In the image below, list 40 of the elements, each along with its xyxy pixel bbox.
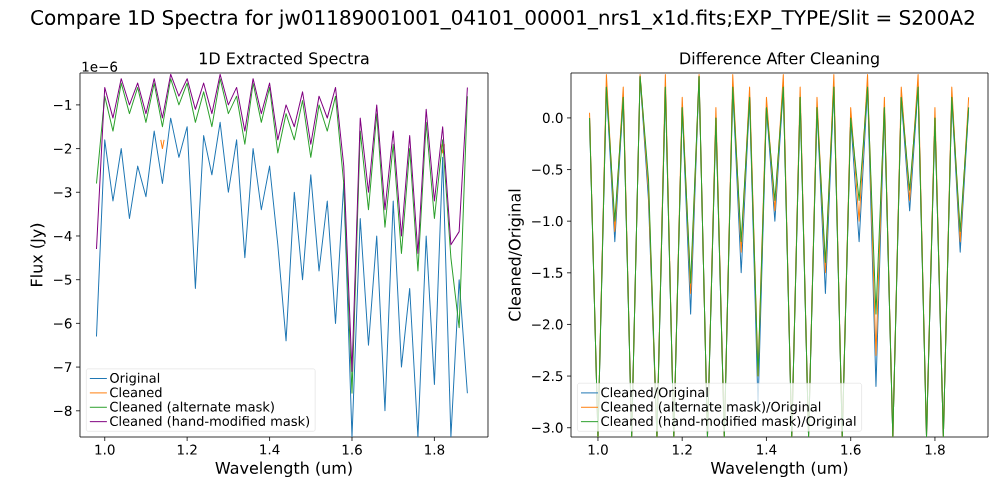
y-tick-label: −2.5 [532, 370, 563, 382]
y-axis-title: Flux (Jy) [30, 223, 46, 286]
y-tick-label: −0.5 [532, 164, 563, 175]
y-tick-label: 0.0 [542, 112, 563, 124]
x-tick-label: 1.2 [672, 444, 692, 455]
legend-label: Cleaned (hand-modified mask)/Original [601, 415, 856, 429]
x-tick-label: 1.4 [757, 444, 777, 455]
y-tick-label: −2.0 [532, 319, 563, 330]
y-tick-label: −3 [53, 187, 72, 198]
y-tick-label: −5 [53, 274, 72, 285]
y-tick-label: −8 [53, 405, 72, 416]
x-axis-title: Wavelength (um) [215, 461, 352, 478]
x-tick-label: 1.6 [342, 444, 362, 455]
legend-label: Cleaned [110, 387, 162, 398]
x-axis-title: Wavelength (um) [710, 461, 848, 478]
y-tick-label: −6 [53, 318, 72, 329]
x-tick-label: 1.6 [841, 444, 861, 455]
x-tick-label: 1.0 [95, 444, 115, 455]
legend-label: Original [110, 372, 160, 386]
y-tick-label: −1.5 [532, 267, 563, 278]
y-tick-label: −3.0 [532, 422, 563, 433]
x-tick-label: 1.8 [425, 444, 445, 455]
chart-title: 1D Extracted Spectra [199, 51, 369, 68]
y-tick-label: −7 [53, 362, 72, 372]
text: Compare 1D Spectra for jw01189001001_04101_00001_nrs1_x1d.fits;EXP_TYPE/Slit = S200A2 [31, 9, 974, 30]
legend-label: Cleaned (alternate mask)/Original [601, 401, 821, 415]
legend-label: Cleaned (hand-modified mask) [110, 415, 310, 428]
x-tick-label: 1.8 [925, 444, 945, 455]
x-tick-label: 1.0 [588, 444, 608, 455]
y-tick-label: −1.0 [532, 216, 563, 227]
y-axis-title: Cleaned/Original [508, 189, 524, 321]
x-tick-label: 1.2 [177, 444, 197, 455]
y-tick-label: −1 [53, 99, 72, 110]
chart-title: Difference After Cleaning [680, 51, 879, 68]
y-tick-label: −2 [53, 143, 72, 154]
legend-label: Cleaned (alternate mask) [110, 401, 274, 414]
text: 1e−6 [82, 61, 118, 72]
legend-label: Cleaned/Original [601, 387, 708, 400]
x-tick-label: 1.4 [260, 444, 280, 455]
y-tick-label: −4 [53, 231, 72, 241]
